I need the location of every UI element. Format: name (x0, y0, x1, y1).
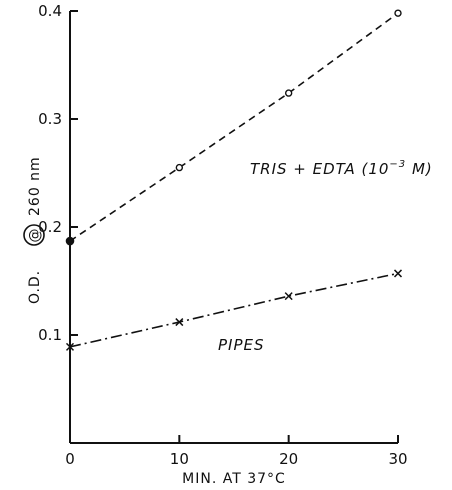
data-point-series-0 (284, 89, 293, 97)
data-point-series-1 (284, 292, 293, 301)
y-axis-label-symbol: @ (27, 228, 43, 243)
y-tick-label: 0.4 (38, 2, 62, 20)
data-point-series-0 (394, 9, 402, 17)
data-point-series-1 (393, 269, 403, 278)
x-tick-label: 10 (170, 450, 189, 468)
y-axis-label-prefix: O.D. (27, 270, 43, 304)
series-line-1 (69, 272, 399, 348)
y-axis-label: O.D. @ 260 nm (23, 156, 45, 304)
x-axis-label: MIN. AT 37°C (182, 471, 286, 487)
data-point-series-1 (175, 318, 184, 327)
series-label-pipes: PIPES (218, 336, 265, 354)
series-label-tris-edta-end: M) (406, 160, 433, 178)
y-axis-label-suffix: 260 nm (27, 156, 43, 216)
series-lines (69, 12, 399, 348)
series-line-0 (69, 12, 399, 242)
series-label-tris-edta: TRIS + EDTA (10−3 M) (250, 159, 433, 178)
data-point-series-0 (175, 163, 184, 172)
series-label-tris-edta-main: TRIS + EDTA (10 (250, 160, 389, 178)
axes (69, 11, 398, 444)
x-tick-label: 30 (388, 450, 407, 468)
labels: MIN. AT 37°C O.D. @ 260 nm TRIS + EDTA (… (23, 156, 433, 487)
y-tick-label: 0.1 (38, 326, 62, 344)
series-label-tris-edta-exponent: −3 (389, 159, 406, 170)
data-point-series-0 (65, 236, 75, 246)
y-axis-label-circle-icon (23, 224, 45, 246)
x-tick-label: 0 (65, 450, 75, 468)
y-tick-label: 0.3 (38, 110, 62, 128)
x-tick-label: 20 (279, 450, 298, 468)
data-point-series-1 (65, 342, 75, 351)
markers (65, 9, 403, 351)
ticks: 0.10.20.30.40 10 20 30 (38, 2, 407, 468)
